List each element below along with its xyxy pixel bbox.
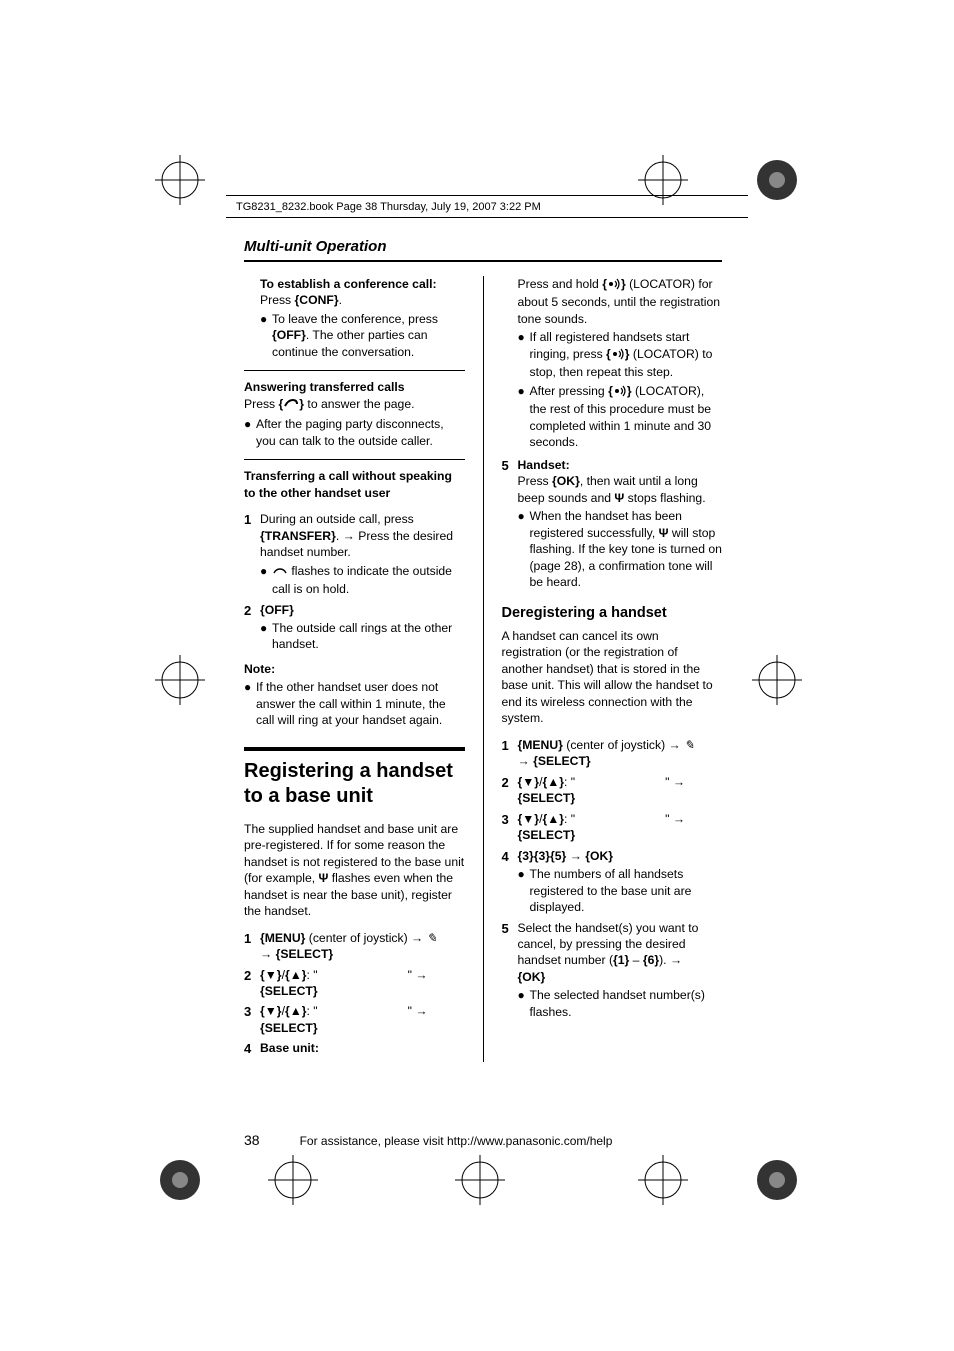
- dereg-para: A handset can cancel its own registratio…: [502, 628, 723, 727]
- reg-step-1: 1 {MENU} (center of joystick) → ✎ → {SEL…: [244, 930, 465, 963]
- crop-mark-tr1: [638, 155, 688, 205]
- sub-rule-1: [244, 370, 465, 371]
- dereg-step-4: 4 {3}{3}{5} → {OK} ● The numbers of all …: [502, 848, 723, 916]
- note-label: Note:: [244, 661, 465, 677]
- hold-icon: [272, 565, 288, 581]
- heavy-rule-left: [244, 747, 465, 751]
- registering-title: Registering a handset to a base unit: [244, 759, 465, 809]
- conf-call-heading: To establish a conference call:: [260, 276, 465, 292]
- answering-bullet: ● After the paging party disconnects, yo…: [244, 416, 465, 449]
- reg-step-3: 3 {▼}/{▲}: "" → {SELECT}: [244, 1003, 465, 1036]
- conf-call-bullet: ● To leave the conference, press {OFF}. …: [260, 311, 465, 360]
- header-rule-bottom: [226, 217, 748, 218]
- locator-icon: [607, 278, 621, 294]
- dereg-title: Deregistering a handset: [502, 604, 723, 624]
- reg-step-5-bullet: ● When the handset has been registered s…: [518, 508, 723, 590]
- settings-icon: ✎: [684, 738, 694, 752]
- sub-rule-2: [244, 459, 465, 460]
- dereg-step-5-bullet: ● The selected handset number(s) flashes…: [518, 987, 723, 1020]
- locator-bullet-2: ● After pressing {} (LOCATOR), the rest …: [518, 383, 723, 451]
- antenna-icon: Ψ: [659, 526, 669, 540]
- dereg-step-4-bullet: ● The numbers of all handsets registered…: [518, 866, 723, 915]
- page-body: Multi-unit Operation To establish a conf…: [244, 238, 722, 1062]
- answering-line: Press {} to answer the page.: [244, 396, 465, 414]
- locator-icon: [611, 348, 625, 364]
- transfer-heading: Transferring a call without speaking to …: [244, 468, 465, 501]
- crop-mark-bc: [455, 1155, 505, 1205]
- locator-icon: [613, 385, 627, 401]
- transfer-step-1: 1 During an outside call, press {TRANSFE…: [244, 511, 465, 597]
- settings-icon: ✎: [427, 931, 437, 945]
- dereg-step-1: 1 {MENU} (center of joystick) → ✎ → {SEL…: [502, 737, 723, 770]
- reg-step-5: 5 Handset: Press {OK}, then wait until a…: [502, 457, 723, 591]
- left-column: To establish a conference call: Press {C…: [244, 276, 465, 1062]
- crop-mark-bl1: [155, 1155, 205, 1205]
- dereg-step-2: 2 {▼}/{▲}: "" → {SELECT}: [502, 774, 723, 807]
- crop-mark-tl: [155, 155, 205, 205]
- reg-step-2: 2 {▼}/{▲}: "" → {SELECT}: [244, 967, 465, 1000]
- transfer-step-1-bullet: ● flashes to indicate the outside call i…: [260, 563, 465, 598]
- note-bullet: ● If the other handset user does not ans…: [244, 679, 465, 728]
- running-head: TG8231_8232.book Page 38 Thursday, July …: [236, 201, 541, 213]
- crop-mark-br2: [752, 1155, 802, 1205]
- locator-bullet-1: ● If all registered handsets start ringi…: [518, 329, 723, 380]
- section-title: Multi-unit Operation: [244, 238, 722, 260]
- crop-mark-ml: [155, 655, 205, 705]
- crop-mark-bl2: [268, 1155, 318, 1205]
- antenna-icon: Ψ: [614, 491, 624, 505]
- conf-call-press: Press {CONF}.: [260, 292, 465, 308]
- crop-mark-br1: [638, 1155, 688, 1205]
- footer-text: For assistance, please visit http://www.…: [300, 1134, 613, 1148]
- title-rule: [244, 260, 722, 262]
- locator-line: Press and hold {} (LOCATOR) for about 5 …: [518, 276, 723, 327]
- dereg-step-5: 5 Select the handset(s) you want to canc…: [502, 920, 723, 1021]
- crop-mark-tr2: [752, 155, 802, 205]
- header-rule-top: [226, 195, 748, 196]
- registering-para: The supplied handset and base unit are p…: [244, 821, 465, 920]
- talk-icon: [283, 398, 299, 414]
- crop-mark-mr: [752, 655, 802, 705]
- transfer-step-2: 2 {OFF} ● The outside call rings at the …: [244, 602, 465, 653]
- reg-step-4: 4 Base unit:: [244, 1040, 465, 1058]
- page-number: 38: [244, 1132, 260, 1148]
- antenna-icon: Ψ: [319, 871, 329, 885]
- footer: 38 For assistance, please visit http://w…: [244, 1132, 722, 1148]
- dereg-step-3: 3 {▼}/{▲}: "" → {SELECT}: [502, 811, 723, 844]
- column-divider: [483, 276, 484, 1062]
- transfer-step-2-bullet: ● The outside call rings at the other ha…: [260, 620, 465, 653]
- right-column: Press and hold {} (LOCATOR) for about 5 …: [502, 276, 723, 1062]
- answering-heading: Answering transferred calls: [244, 379, 465, 395]
